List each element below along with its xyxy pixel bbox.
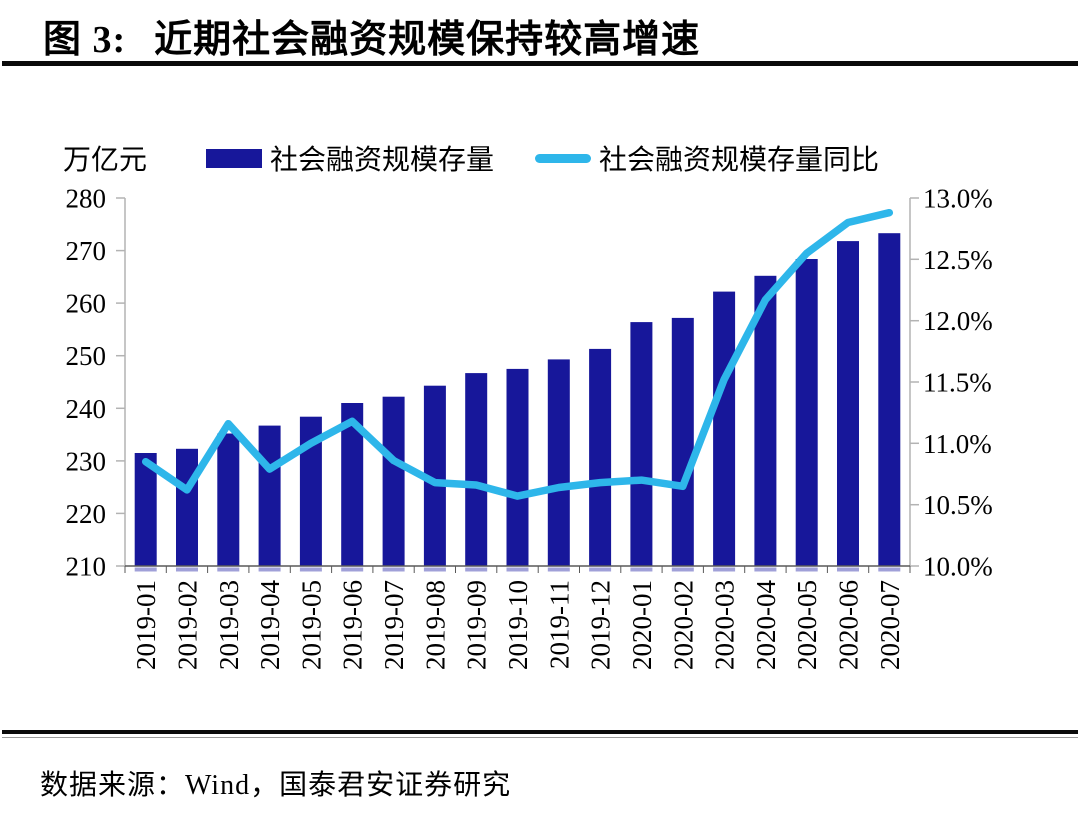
x-axis-label-2020-04: 2020-04 xyxy=(751,580,781,670)
bar-base-2020-04 xyxy=(754,567,777,572)
bar-2019-02 xyxy=(176,448,198,566)
right-axis-ticklabel-12.0%: 12.0% xyxy=(923,306,993,336)
x-axis-label-2019-07: 2019-07 xyxy=(379,580,409,670)
bar-base-2019-12 xyxy=(589,567,612,572)
figure-number-label: 图 3: xyxy=(43,19,127,61)
left-axis-ticklabel-250: 250 xyxy=(66,341,107,371)
bar-base-2020-07 xyxy=(878,567,901,572)
bar-base-2020-05 xyxy=(795,567,818,572)
x-axis-label-2020-03: 2020-03 xyxy=(710,580,740,670)
bar-base-2019-02 xyxy=(176,567,198,572)
bar-2020-07 xyxy=(878,233,901,566)
bar-base-2019-03 xyxy=(217,567,240,572)
x-axis-label-2019-06: 2019-06 xyxy=(338,580,368,670)
bar-base-2019-08 xyxy=(423,567,446,572)
bar-base-2019-01 xyxy=(134,567,157,572)
bar-2019-04 xyxy=(258,425,281,566)
yoy-line xyxy=(141,208,894,500)
bar-base-2019-11 xyxy=(547,567,570,572)
right-axis-ticklabel-12.5%: 12.5% xyxy=(923,245,993,275)
x-axis-label-2020-02: 2020-02 xyxy=(668,580,698,670)
bar-legend-swatch xyxy=(206,148,262,168)
data-source-note: 数据来源：Wind，国泰君安证券研究 xyxy=(40,770,512,801)
x-axis-label-2020-01: 2020-01 xyxy=(627,580,657,670)
legend-item-bar: 社会融资规模存量 xyxy=(206,138,494,178)
bar-2020-03 xyxy=(713,291,736,566)
x-axis-label-2019-02: 2019-02 xyxy=(173,580,203,670)
left-axis-unit-label: 万亿元 xyxy=(63,145,148,176)
left-axis-ticklabel-270: 270 xyxy=(66,236,107,266)
x-axis-label-2020-07: 2020-07 xyxy=(875,580,905,670)
bar-base-2020-06 xyxy=(837,567,859,572)
right-axis-ticklabel-11.0%: 11.0% xyxy=(923,429,992,459)
right-axis-ticklabel-10.0%: 10.0% xyxy=(923,552,993,582)
x-axis-label-2019-05: 2019-05 xyxy=(296,580,326,670)
footer-rule-hairline xyxy=(2,737,1078,738)
line-legend-label: 社会融资规模存量同比 xyxy=(599,145,880,176)
bar-base-2019-04 xyxy=(258,567,281,572)
bar-2020-06 xyxy=(837,241,859,566)
x-axis-label-2020-06: 2020-06 xyxy=(834,580,864,670)
bar-base-2019-05 xyxy=(299,567,322,572)
bar-base-2020-01 xyxy=(630,567,653,572)
x-axis-label-2019-08: 2019-08 xyxy=(420,580,450,670)
x-axis-label-2020-05: 2020-05 xyxy=(792,580,822,670)
bar-2019-09 xyxy=(465,373,488,566)
bar-2019-06 xyxy=(341,403,364,566)
footer-rule xyxy=(2,730,1078,734)
bar-2020-02 xyxy=(671,317,694,566)
x-axis-label-2019-11: 2019-11 xyxy=(544,580,574,669)
bar-2020-04 xyxy=(754,275,777,566)
bar-base-2019-06 xyxy=(341,567,364,572)
x-axis-label-2019-10: 2019-10 xyxy=(503,580,533,670)
bar-2019-01 xyxy=(134,453,157,566)
bar-legend-label: 社会融资规模存量 xyxy=(270,145,495,176)
bar-2020-01 xyxy=(630,322,653,566)
left-axis-ticklabel-280: 280 xyxy=(66,184,107,214)
bar-2019-12 xyxy=(589,348,612,566)
bar-base-2020-02 xyxy=(671,567,694,572)
x-axis-label-2019-03: 2019-03 xyxy=(214,580,244,670)
right-axis-ticklabel-11.5%: 11.5% xyxy=(923,368,992,398)
left-axis-ticklabel-210: 210 xyxy=(66,552,107,582)
bar-2019-05 xyxy=(299,416,322,566)
x-axis-label-2019-04: 2019-04 xyxy=(255,580,285,670)
right-axis-ticklabel-10.5%: 10.5% xyxy=(923,490,993,520)
legend-item-line: 社会融资规模存量同比 xyxy=(535,138,879,178)
bar-base-2019-10 xyxy=(506,567,529,572)
right-axis-ticklabel-13.0%: 13.0% xyxy=(923,184,993,214)
bar-base-2019-09 xyxy=(465,567,488,572)
bar-base-2019-07 xyxy=(382,567,405,572)
line-legend-swatch xyxy=(535,153,591,163)
title-underline xyxy=(2,61,1078,66)
left-axis-ticklabel-240: 240 xyxy=(66,394,107,424)
x-axis-label-2019-09: 2019-09 xyxy=(462,580,492,670)
x-axis-label-2019-12: 2019-12 xyxy=(586,580,616,670)
left-axis-ticklabel-230: 230 xyxy=(66,446,107,476)
bar-2019-07 xyxy=(382,396,405,566)
bar-2019-11 xyxy=(547,359,570,566)
left-axis-ticklabel-220: 220 xyxy=(66,499,107,529)
bar-2019-03 xyxy=(217,433,240,566)
x-axis-label-2019-01: 2019-01 xyxy=(131,580,161,670)
bar-base-2020-03 xyxy=(713,567,736,572)
legend: 万亿元 社会融资规模存量 社会融资规模存量同比 xyxy=(0,138,1080,176)
bar-2019-10 xyxy=(506,368,529,566)
bar-2020-05 xyxy=(795,259,818,566)
figure-title-row: 图 3: 近期社会融资规模保持较高增速 xyxy=(43,8,700,63)
figure-title: 近期社会融资规模保持较高增速 xyxy=(154,19,701,61)
bar-2019-08 xyxy=(423,385,446,566)
left-axis-ticklabel-260: 260 xyxy=(66,289,107,319)
